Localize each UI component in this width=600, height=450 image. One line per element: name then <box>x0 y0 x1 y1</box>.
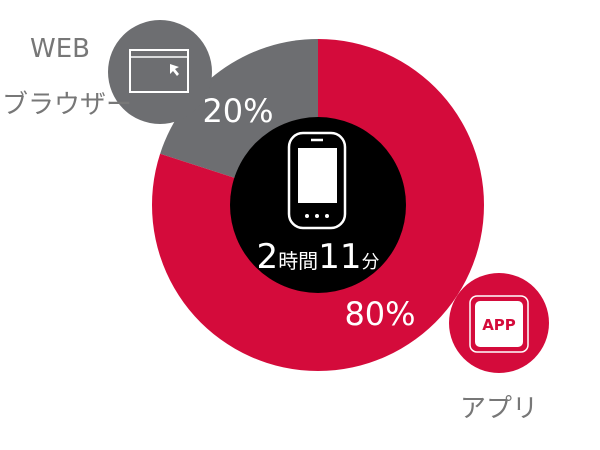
browser-window-cursor-icon <box>108 20 212 124</box>
center-hole <box>230 117 406 293</box>
legend-app-label: アプリ <box>460 394 539 424</box>
legend-web-line2: ブラウザー <box>2 90 133 120</box>
svg-text:APP: APP <box>482 316 516 334</box>
data-label-app: 80% <box>344 295 415 333</box>
data-label-web: 20% <box>202 92 273 130</box>
center-duration: 2時間11分 <box>257 237 380 277</box>
smartphone-icon <box>287 131 347 230</box>
app-icon: APP <box>449 273 549 373</box>
legend-web-line1: WEB <box>30 34 90 64</box>
